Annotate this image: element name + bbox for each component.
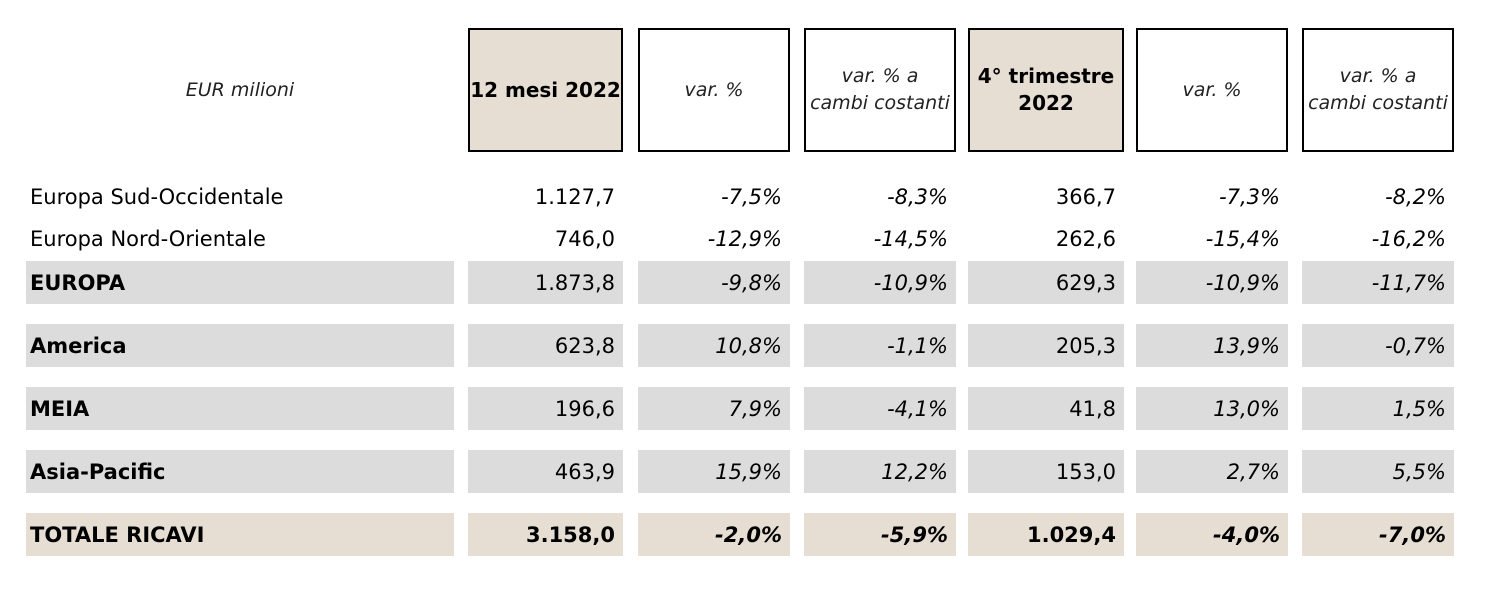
cell-value: 12,2% (804, 450, 956, 493)
col-header-q4: 4° trimestre 2022 (968, 28, 1124, 152)
row-label: Asia-Pacific (26, 450, 454, 493)
cell-value: -7,5% (721, 185, 782, 209)
total-cell-value: -5,9% (804, 513, 956, 556)
cell-value: 1.873,8 (468, 261, 623, 304)
col-header-12-months: 12 mesi 2022 (468, 28, 623, 152)
col-header-var-const-year-line1: var. % a (841, 65, 919, 87)
cell-value: 13,9% (1136, 324, 1288, 367)
cell-value: 746,0 (554, 227, 615, 251)
cell-value: -1,1% (804, 324, 956, 367)
row-label: MEIA (26, 387, 454, 430)
cell-value: -8,2% (1385, 185, 1446, 209)
total-cell-value: -4,0% (1136, 513, 1288, 556)
row-label: Europa Nord-Orientale (30, 227, 266, 251)
cell-value: 2,7% (1136, 450, 1288, 493)
cell-value: -16,2% (1371, 227, 1446, 251)
cell-value: 5,5% (1302, 450, 1454, 493)
total-cell-value: 3.158,0 (468, 513, 623, 556)
cell-value: 262,6 (1055, 227, 1116, 251)
cell-value: -14,5% (873, 227, 948, 251)
col-header-var-const-year: var. % a cambi costanti (804, 28, 956, 152)
cell-value: -8,3% (887, 185, 948, 209)
cell-value: -10,9% (804, 261, 956, 304)
col-header-q4-line2: 2022 (1018, 91, 1074, 115)
cell-value: 1.127,7 (534, 185, 615, 209)
col-header-var-pct-q4-text: var. % (1182, 78, 1242, 101)
cell-value: -11,7% (1302, 261, 1454, 304)
cell-value: -7,3% (1219, 185, 1280, 209)
col-header-q4-line1: 4° trimestre (977, 64, 1115, 88)
cell-value: 10,8% (638, 324, 790, 367)
cell-value: 15,9% (638, 450, 790, 493)
row-label: America (26, 324, 454, 367)
cell-value: 153,0 (968, 450, 1124, 493)
col-header-12-months-text: 12 mesi 2022 (470, 77, 621, 102)
cell-value: -9,8% (638, 261, 790, 304)
cell-value: -0,7% (1302, 324, 1454, 367)
col-header-var-pct-year-text: var. % (684, 78, 744, 101)
cell-value: -12,9% (707, 227, 782, 251)
cell-value: -10,9% (1136, 261, 1288, 304)
col-header-var-const-q4-line2: cambi costanti (1308, 92, 1448, 114)
unit-label: EUR milioni (185, 79, 295, 101)
cell-value: -15,4% (1205, 227, 1280, 251)
total-row-label: TOTALE RICAVI (26, 513, 454, 556)
cell-value: -4,1% (804, 387, 956, 430)
cell-value: 205,3 (968, 324, 1124, 367)
cell-value: 196,6 (468, 387, 623, 430)
col-header-var-pct-q4: var. % (1136, 28, 1288, 152)
col-header-var-pct-year: var. % (638, 28, 790, 152)
cell-value: 1,5% (1302, 387, 1454, 430)
cell-value: 463,9 (468, 450, 623, 493)
col-header-var-const-year-line2: cambi costanti (810, 92, 950, 114)
total-cell-value: 1.029,4 (968, 513, 1124, 556)
cell-value: 7,9% (638, 387, 790, 430)
col-header-var-const-q4-line1: var. % a (1339, 65, 1417, 87)
cell-value: 623,8 (468, 324, 623, 367)
col-header-var-const-q4: var. % a cambi costanti (1302, 28, 1454, 152)
cell-value: 13,0% (1136, 387, 1288, 430)
row-label: Europa Sud-Occidentale (30, 185, 284, 209)
cell-value: 366,7 (1055, 185, 1116, 209)
total-cell-value: -7,0% (1302, 513, 1454, 556)
cell-value: 41,8 (968, 387, 1124, 430)
cell-value: 629,3 (968, 261, 1124, 304)
total-cell-value: -2,0% (638, 513, 790, 556)
row-label: EUROPA (26, 261, 454, 304)
